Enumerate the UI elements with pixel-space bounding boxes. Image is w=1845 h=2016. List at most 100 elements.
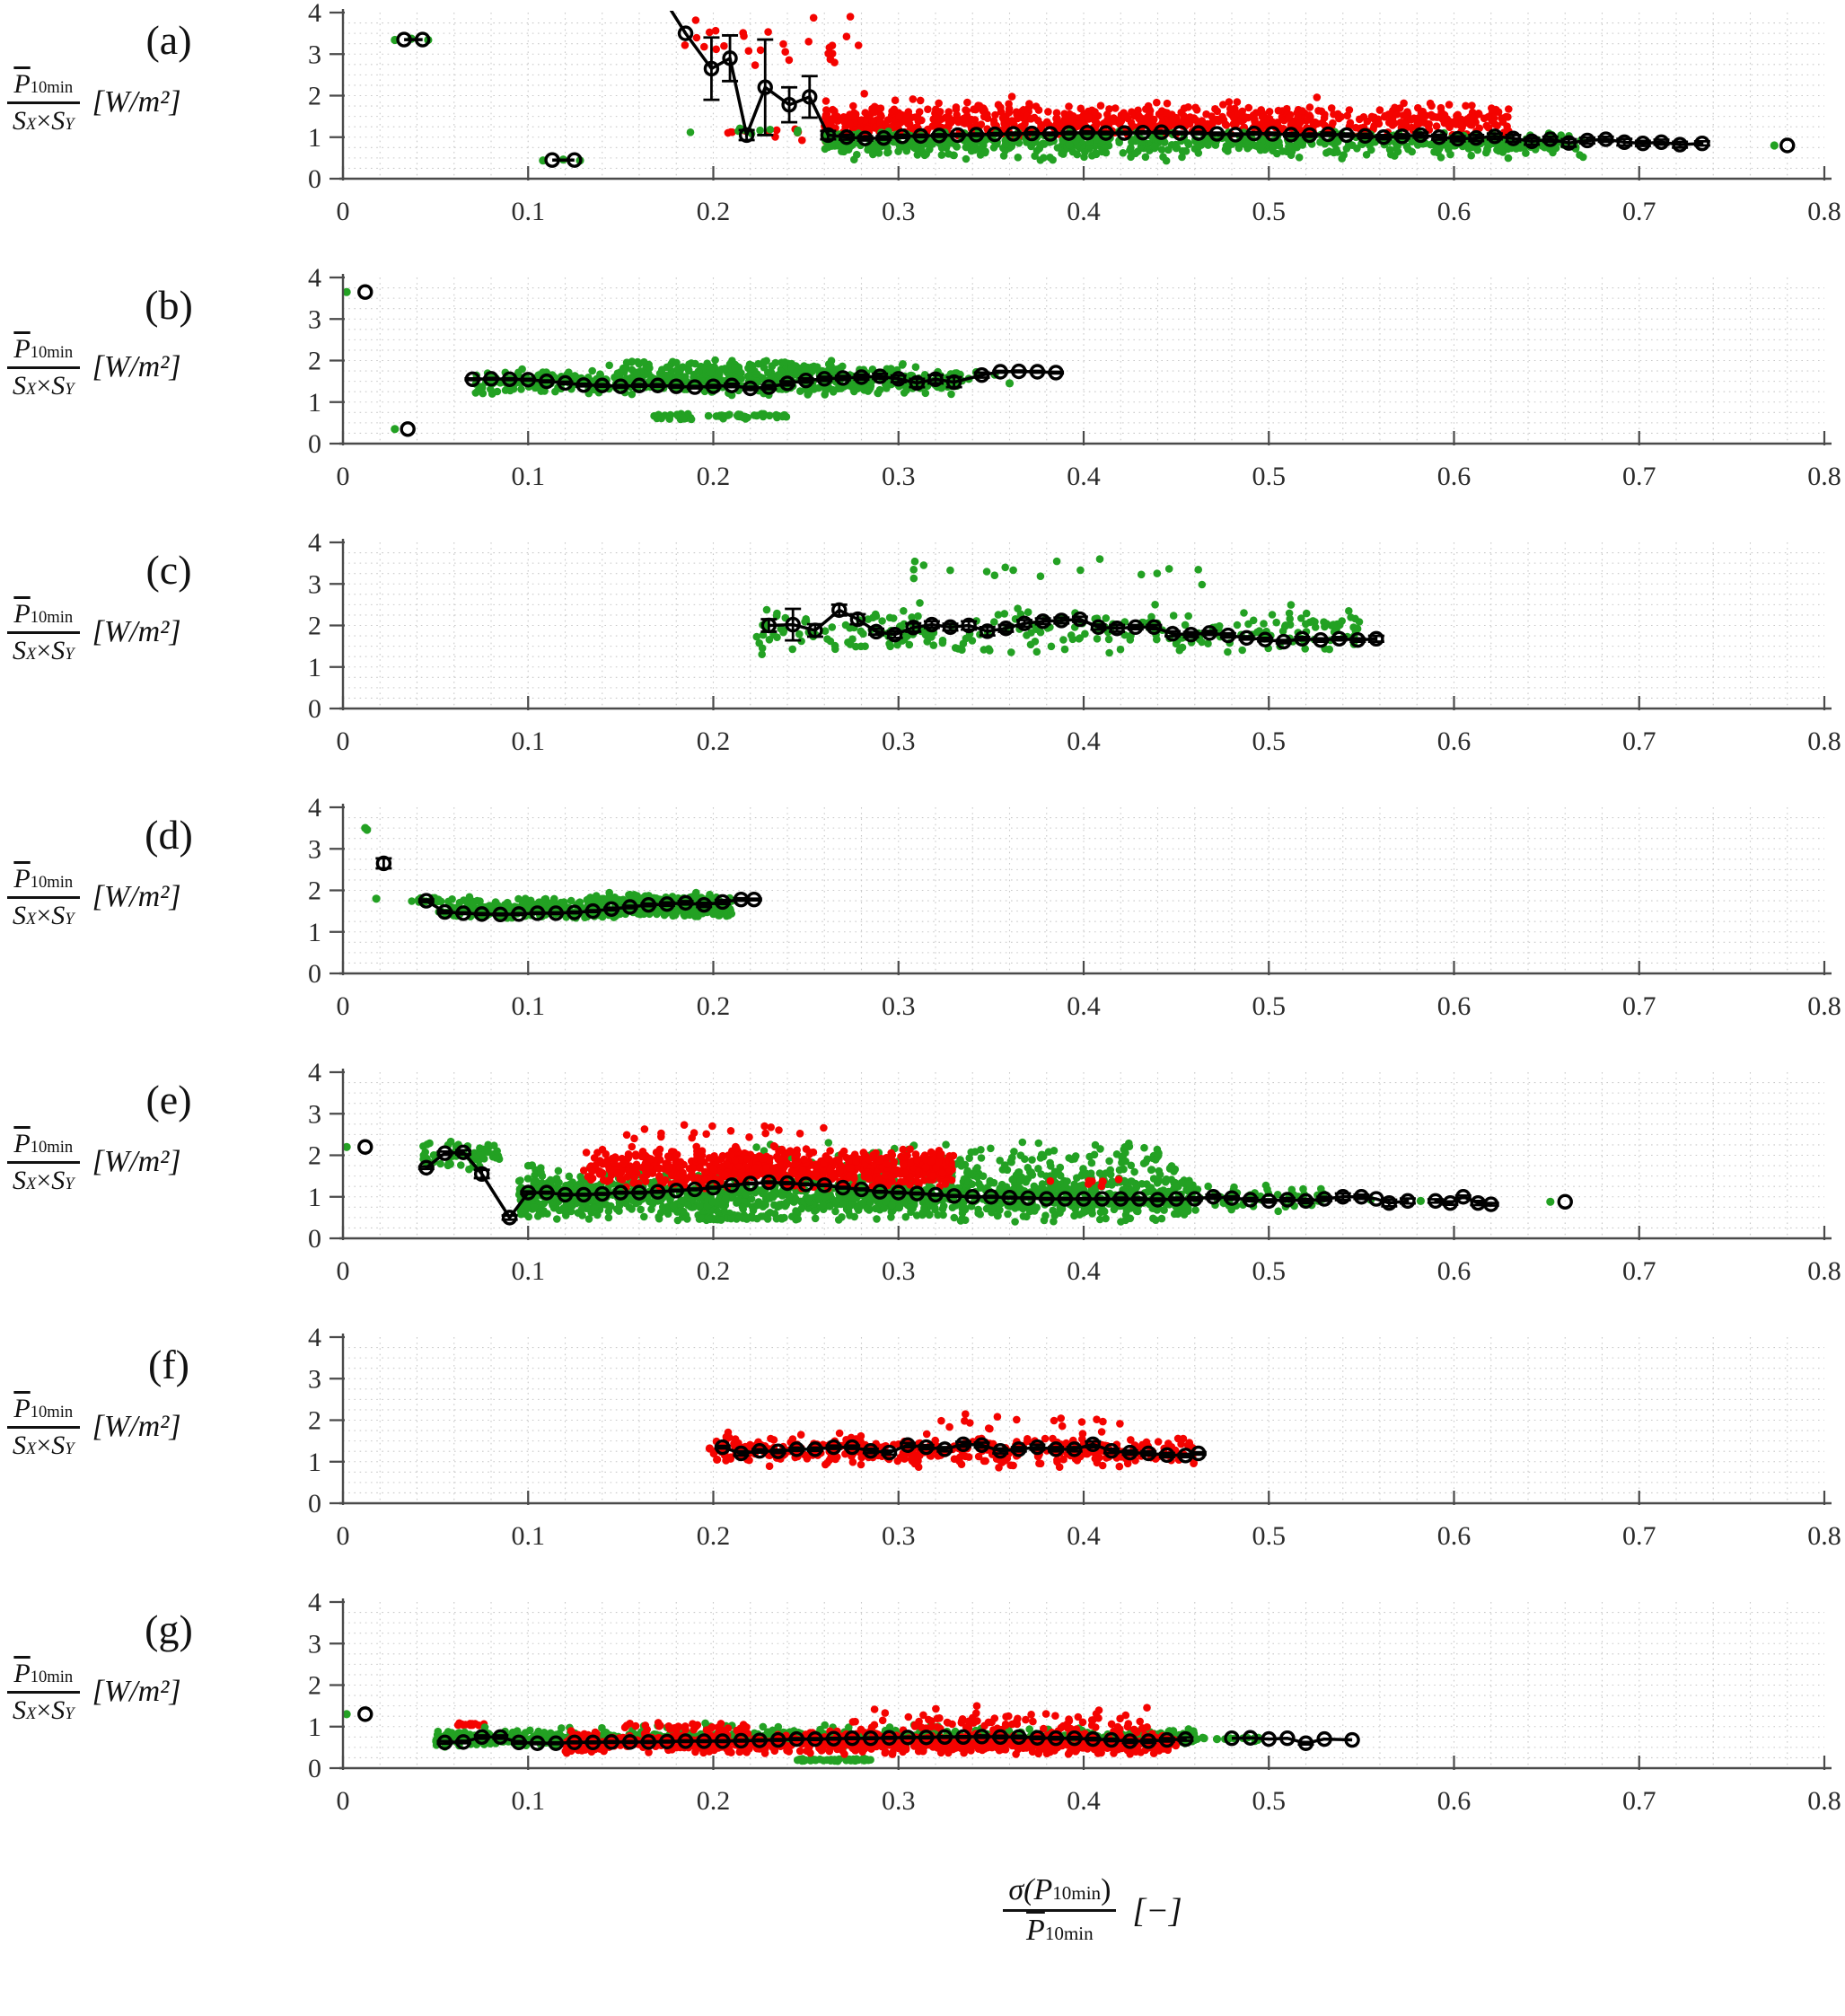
x-tick-label: 0.3 [882,991,916,1021]
x-tick-label: 0.4 [1067,462,1101,491]
x-tick-label: 0.6 [1437,991,1472,1021]
panel-a-green-points [850,147,1171,165]
panel-e-red-points [622,1121,828,1143]
x-tick-label: 0.7 [1622,462,1656,491]
scatter-dot [713,1455,722,1464]
panel-label-c: (c) [145,547,192,593]
x-tick-label: 0.7 [1622,726,1656,756]
y-axis-label: P 10min S X × S Y [W/m²] [7,589,327,675]
fraction-bar [7,1160,80,1164]
y-label-fraction: P 10min S X × S Y [7,1659,80,1724]
x-tick-label: 0.1 [512,1256,546,1286]
y-axis-label: P 10min S X × S Y [W/m²] [7,1384,327,1470]
x-tick-label: 0 [337,197,350,226]
y-label-fraction: P 10min S X × S Y [7,70,80,135]
panel-label-f: (f) [148,1342,189,1387]
x-tick-label: 0.6 [1437,1786,1472,1816]
x-tick-label: 0.4 [1067,726,1101,756]
panel-a-axes [329,9,1832,180]
panel-a-mean-line [396,11,1796,168]
x-tick-label: 0.7 [1622,1786,1656,1816]
panel-a: 0 0.1 0.2 0.3 0.4 0.5 0.6 0.7 0.8 0 1 2 3 4 [308,0,1841,226]
y-tick-label: 1 [308,1448,321,1477]
y-tick-label: 4 [308,1588,321,1617]
panel-label-g: (g) [145,1607,193,1652]
y-tick-label: 4 [308,528,321,558]
y-tick-label: 1 [308,388,321,418]
y-tick-label: 2 [308,1406,321,1436]
y-tick-label: 4 [308,0,321,28]
x-tick-label: 0.5 [1252,197,1287,226]
y-axis-label: P 10min S X × S Y [W/m²] [7,1649,327,1735]
panel-d-axes [329,804,1832,975]
x-tick-label: 0.8 [1807,1786,1841,1816]
y-tick-label: 1 [308,918,321,947]
x-tick-label: 0.6 [1437,726,1472,756]
y-tick-label: 4 [308,1058,321,1087]
x-tick-label: 0.6 [1437,197,1472,226]
panel-d-mean-line [375,855,762,923]
x-tick-label: 0.4 [1067,991,1101,1021]
panel-b-green-points [619,356,847,382]
y-tick-label: 4 [308,793,321,823]
y-tick-label: 4 [308,1323,321,1352]
x-tick-label: 0.1 [512,1786,546,1816]
panel-d-tick-labels: 0 0.1 0.2 0.3 0.4 0.5 0.6 0.7 0.8 0 1 2 3 4 [308,793,1841,1021]
x-tick-label: 0.4 [1067,1521,1101,1551]
panel-e-scatter [343,1121,1555,1226]
panel-e-axes [329,1069,1832,1240]
fraction-bar [7,101,80,104]
x-tick-label: 0.8 [1807,991,1841,1021]
x-tick-label: 0 [337,991,350,1021]
y-tick-label: 0 [308,429,321,459]
y-tick-label: 1 [308,1183,321,1212]
y-tick-label: 2 [308,1141,321,1171]
x-tick-label: 0.2 [697,1256,731,1286]
panel-g-red-points [620,1719,751,1735]
panel-f: 0 0.1 0.2 0.3 0.4 0.5 0.6 0.7 0.8 0 1 2 3 4 [308,1323,1841,1551]
y-tick-label: 3 [308,1099,321,1129]
y-label-unit: [W/m²] [92,1410,181,1443]
panel-c-axes [329,539,1832,710]
y-tick-label: 2 [308,1671,321,1701]
x-tick-label: 0.2 [697,726,731,756]
panel-f-red-points [937,1410,1124,1433]
x-tick-label: 0.2 [697,991,731,1021]
x-label-unit: [−] [1132,1891,1182,1930]
panel-g-red-points [848,1702,1151,1735]
y-axis-label: P 10min S X × S Y [W/m²] [7,59,327,145]
y-label-fraction: P 10min S X × S Y [7,1395,80,1459]
panel-g: 0 0.1 0.2 0.3 0.4 0.5 0.6 0.7 0.8 0 1 2 3 4 [308,1588,1841,1816]
panel-f-scatter [705,1410,1198,1472]
panel-g-mean-line [357,1706,1360,1751]
x-tick-label: 0.5 [1252,726,1287,756]
x-tick-label: 0 [337,726,350,756]
x-tick-label: 0.8 [1807,1256,1841,1286]
y-tick-label: 2 [308,612,321,641]
y-tick-label: 0 [308,694,321,724]
x-tick-label: 0.8 [1807,1521,1841,1551]
x-tick-label: 0.8 [1807,462,1841,491]
x-tick-label: 0 [337,1256,350,1286]
x-tick-label: 0.3 [882,1786,916,1816]
y-tick-label: 3 [308,1364,321,1394]
scatter-dot [1770,141,1779,150]
y-tick-label: 0 [308,1489,321,1519]
y-label-unit: [W/m²] [92,1675,181,1708]
y-tick-label: 3 [308,834,321,864]
panel-label-e: (e) [145,1077,192,1122]
x-tick-label: 0.2 [697,462,731,491]
x-tick-label: 0.2 [697,1521,731,1551]
y-label-unit: [W/m²] [92,615,181,648]
x-tick-label: 0.1 [512,1521,546,1551]
fraction-bar [7,895,80,899]
panel-f-mean-line [714,1436,1207,1464]
panel-e-tick-labels: 0 0.1 0.2 0.3 0.4 0.5 0.6 0.7 0.8 0 1 2 3 4 [308,1058,1841,1286]
y-tick-label: 2 [308,347,321,376]
y-tick-label: 0 [308,959,321,989]
panel-d: 0 0.1 0.2 0.3 0.4 0.5 0.6 0.7 0.8 0 1 2 3 4 [308,793,1841,1021]
scatter-dot [1546,1197,1555,1206]
x-tick-label: 0.4 [1067,1786,1101,1816]
panel-f-axes [329,1334,1832,1505]
y-tick-label: 3 [308,304,321,334]
